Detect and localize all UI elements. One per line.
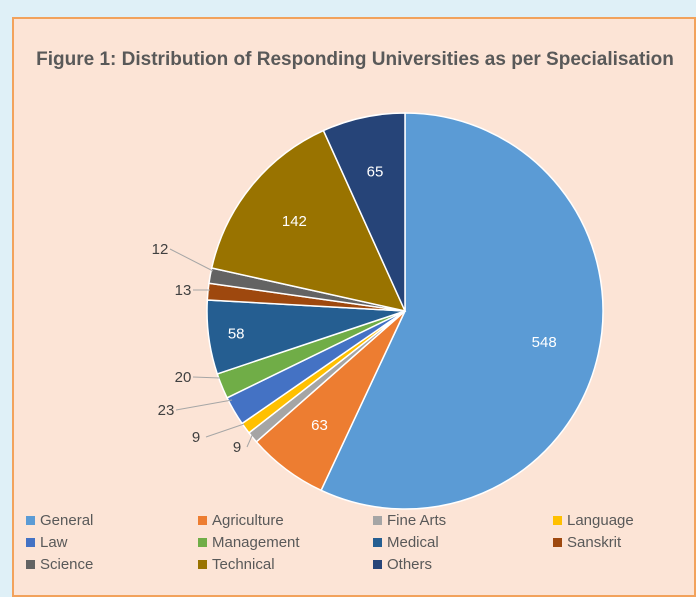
legend-item-management: Management bbox=[198, 531, 373, 553]
legend-swatch bbox=[373, 559, 382, 569]
legend-swatch bbox=[26, 559, 35, 569]
legend-label: Fine Arts bbox=[387, 511, 447, 529]
legend-label: Others bbox=[387, 555, 433, 573]
legend-item-language: Language bbox=[553, 509, 683, 531]
legend-label: Law bbox=[40, 533, 68, 551]
legend-label: Sanskrit bbox=[567, 533, 622, 551]
data-label-sanskrit: 13 bbox=[175, 282, 192, 299]
legend-item-general: General bbox=[26, 509, 198, 531]
data-label-agriculture: 63 bbox=[311, 417, 328, 434]
legend-swatch bbox=[553, 537, 562, 547]
legend-label: Management bbox=[212, 533, 300, 551]
chart-legend: General Agriculture Fine Arts Language Law Ma… bbox=[26, 509, 686, 575]
legend-swatch bbox=[198, 537, 207, 547]
legend-label: Language bbox=[567, 511, 634, 529]
pie-slice-others bbox=[322, 112, 406, 312]
data-label-language: 9 bbox=[192, 429, 200, 446]
data-label-technical: 142 bbox=[282, 213, 307, 230]
legend-item-sanskrit: Sanskrit bbox=[553, 531, 683, 553]
legend-label: Technical bbox=[212, 555, 275, 573]
leader-line-fine-arts bbox=[246, 430, 255, 448]
legend-item-fine-arts: Fine Arts bbox=[373, 509, 553, 531]
leader-line-science bbox=[169, 248, 214, 272]
legend-item-science: Science bbox=[26, 553, 198, 575]
legend-swatch bbox=[26, 515, 35, 525]
legend-swatch bbox=[373, 515, 382, 525]
legend-swatch bbox=[553, 515, 562, 525]
legend-label: Science bbox=[40, 555, 94, 573]
legend-item-medical: Medical bbox=[373, 531, 553, 553]
legend-swatch bbox=[198, 559, 207, 569]
leader-line-management bbox=[192, 376, 221, 379]
data-label-management: 20 bbox=[175, 369, 192, 386]
legend-swatch bbox=[198, 515, 207, 525]
legend-swatch bbox=[26, 537, 35, 547]
legend-label: General bbox=[40, 511, 94, 529]
pie-slice-technical bbox=[210, 129, 407, 313]
data-label-science: 12 bbox=[152, 241, 169, 258]
data-label-law: 23 bbox=[158, 402, 175, 419]
legend-item-technical: Technical bbox=[198, 553, 373, 575]
legend-item-law: Law bbox=[26, 531, 198, 553]
pie-slice-general bbox=[320, 112, 604, 510]
data-label-others: 65 bbox=[367, 164, 384, 181]
legend-label: Medical bbox=[387, 533, 439, 551]
legend-label: Agriculture bbox=[212, 511, 284, 529]
legend-item-agriculture: Agriculture bbox=[198, 509, 373, 531]
data-label-general: 548 bbox=[532, 334, 557, 351]
leader-line-language bbox=[205, 423, 245, 438]
data-label-medical: 58 bbox=[228, 326, 245, 343]
data-label-fine-arts: 9 bbox=[233, 439, 241, 456]
legend-item-others: Others bbox=[373, 553, 553, 575]
legend-swatch bbox=[373, 537, 382, 547]
leader-line-law bbox=[175, 399, 233, 411]
chart-title: Figure 1: Distribution of Responding Uni… bbox=[36, 49, 674, 70]
